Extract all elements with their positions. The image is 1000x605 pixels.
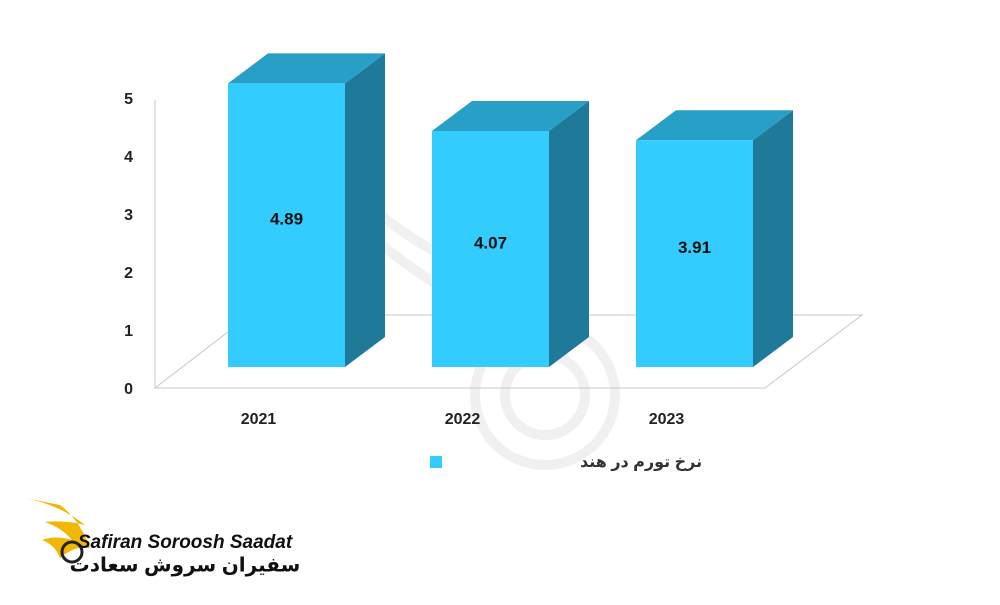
bar-side [753, 110, 793, 367]
logo-icon [60, 540, 84, 564]
y-tick-label: 2 [124, 265, 133, 282]
y-tick-label: 5 [124, 91, 133, 108]
bar [228, 83, 345, 367]
x-tick-label: 2022 [445, 411, 481, 428]
value-label: 4.89 [270, 210, 303, 229]
bar-side [549, 100, 589, 367]
logo-text: سفیران سروش سعادت [70, 554, 301, 576]
y-tick-label: 4 [124, 149, 133, 166]
bar-top [228, 53, 385, 84]
legend-label: نرخ تورم در هند [580, 454, 702, 471]
bar-top [432, 100, 589, 131]
bar [636, 140, 753, 367]
x-tick-label: 2021 [241, 411, 277, 428]
logo-text: Safiran Soroosh Saadat [78, 532, 293, 553]
y-tick-label: 0 [124, 381, 133, 398]
logo: Safiran Soroosh Saadat سفیران سروش سعادت [25, 498, 300, 576]
y-tick-label: 1 [124, 323, 133, 340]
bar-side [345, 53, 385, 367]
bar [432, 130, 549, 367]
plot-area: 0 1 2 3 4 5 4.89 2021 4.07 2022 3.91 2023 [124, 53, 864, 428]
x-tick-label: 2023 [649, 411, 685, 428]
legend-swatch [430, 456, 442, 468]
legend: نرخ تورم در هند [430, 454, 702, 471]
value-label: 3.91 [678, 238, 711, 257]
value-label: 4.07 [474, 233, 507, 252]
y-tick-label: 3 [124, 207, 133, 224]
floor [153, 314, 864, 389]
bar-top [636, 110, 793, 141]
